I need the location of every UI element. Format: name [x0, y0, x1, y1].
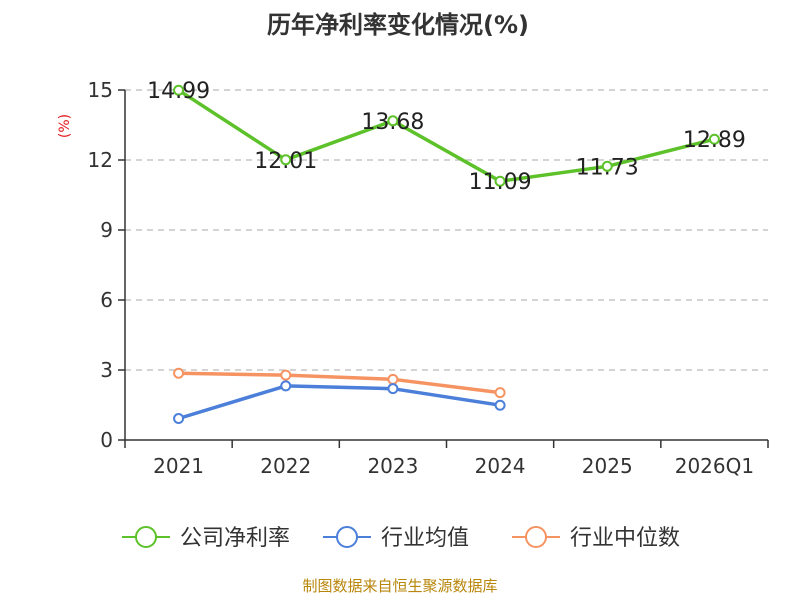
- series-line-行业中位数: [176, 371, 502, 395]
- data-label-2022: 12.01: [254, 149, 317, 174]
- data-point-公司净利率-2022[interactable]: [280, 154, 292, 166]
- y-tick-label-0: 0: [100, 428, 113, 452]
- legend[interactable]: 公司净利率 行业均值 行业中位数: [122, 526, 680, 551]
- y-tick-label-15: 15: [88, 78, 113, 102]
- data-label-2021: 14.99: [147, 79, 210, 104]
- x-tick-label-2025: 2025: [582, 454, 633, 478]
- series-line-公司净利率: [176, 88, 717, 183]
- data-point-行业均值-2024[interactable]: [494, 399, 506, 411]
- x-tick-label-2021: 2021: [153, 454, 204, 478]
- series-group: [173, 84, 720, 425]
- data-point-行业中位数-2021[interactable]: [173, 367, 185, 379]
- legend-item-行业中位数[interactable]: 行业中位数: [512, 526, 680, 551]
- chart-title: 历年净利率变化情况(%): [267, 11, 529, 39]
- legend-label-行业中位数: 行业中位数: [570, 526, 680, 551]
- data-point-公司净利率-2025[interactable]: [601, 160, 613, 172]
- data-point-行业均值-2022[interactable]: [280, 380, 292, 392]
- data-point-行业中位数-2023[interactable]: [387, 373, 399, 385]
- data-point-公司净利率-2021[interactable]: [173, 84, 185, 96]
- y-axis-unit-label: (%): [57, 114, 73, 138]
- series-行业均值: [173, 380, 506, 425]
- x-tick-label-2023: 2023: [367, 454, 418, 478]
- series-line-行业均值: [176, 384, 502, 421]
- series-行业中位数: [173, 367, 506, 399]
- y-tick-label-6: 6: [100, 288, 113, 312]
- data-label-2025: 11.73: [576, 155, 639, 180]
- grid-lines: [125, 89, 768, 371]
- y-tick-label-3: 3: [100, 358, 113, 382]
- x-tick-label-2022: 2022: [260, 454, 311, 478]
- data-point-行业中位数-2022[interactable]: [280, 369, 292, 381]
- data-point-公司净利率-2024[interactable]: [494, 175, 506, 187]
- data-labels: 14.99 12.01 13.68 11.09 11.73 12.89: [147, 79, 746, 195]
- data-label-2026Q1: 12.89: [683, 128, 746, 153]
- legend-item-公司净利率[interactable]: 公司净利率: [122, 526, 290, 551]
- data-point-行业均值-2023[interactable]: [387, 383, 399, 395]
- y-tick-label-9: 9: [100, 218, 113, 242]
- data-point-公司净利率-2026Q1[interactable]: [708, 133, 720, 145]
- data-point-行业均值-2021[interactable]: [173, 413, 185, 425]
- x-tick-label-2026Q1: 2026Q1: [675, 454, 754, 478]
- series-公司净利率: [173, 84, 720, 187]
- legend-marker-行业均值: [336, 526, 358, 548]
- data-point-公司净利率-2023[interactable]: [387, 115, 399, 127]
- data-label-2023: 13.68: [361, 110, 424, 135]
- legend-label-公司净利率: 公司净利率: [180, 526, 290, 551]
- y-tick-label-12: 12: [88, 148, 113, 172]
- axes: 0 3 6 9 12 15 2021 2022 2023 2024 2025 2026Q1: [88, 78, 769, 478]
- source-note: 制图数据来自恒生聚源数据库: [302, 577, 497, 595]
- x-tick-label-2024: 2024: [475, 454, 526, 478]
- data-label-2024: 11.09: [469, 170, 532, 195]
- legend-item-行业均值[interactable]: 行业均值: [323, 526, 469, 551]
- legend-marker-公司净利率: [135, 526, 157, 548]
- legend-label-行业均值: 行业均值: [381, 526, 469, 551]
- legend-marker-行业中位数: [525, 526, 547, 548]
- data-point-行业中位数-2024[interactable]: [494, 387, 506, 399]
